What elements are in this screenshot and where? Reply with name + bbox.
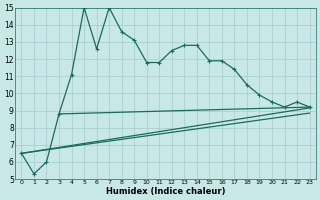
- X-axis label: Humidex (Indice chaleur): Humidex (Indice chaleur): [106, 187, 225, 196]
